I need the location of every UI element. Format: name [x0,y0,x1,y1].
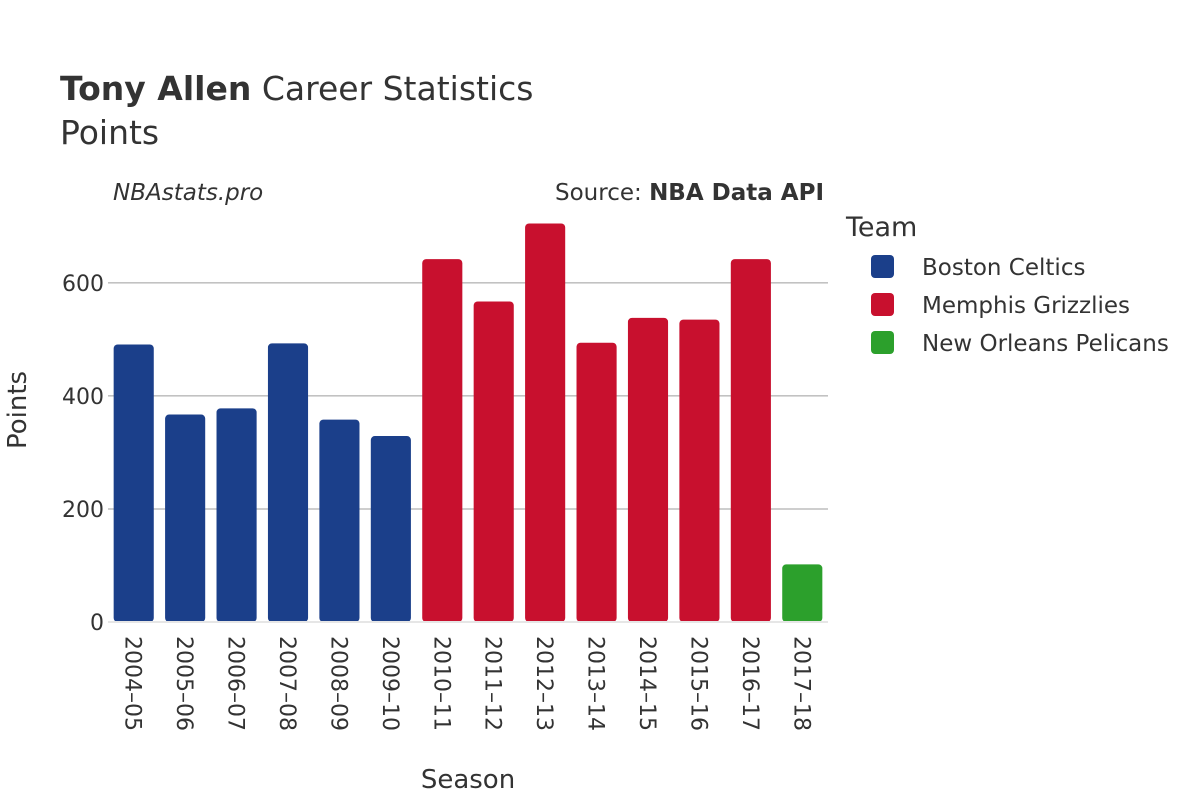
x-tick-label: 2016–17 [737,636,762,731]
bar [525,223,566,622]
chart-title-rest: Career Statistics [251,69,533,108]
legend-swatch [871,331,894,354]
y-tick-label: 0 [90,611,104,636]
bars [113,223,823,622]
x-tick-label: 2014–15 [634,636,659,731]
bar [267,343,309,622]
watermark: NBAstats.pro [113,180,263,206]
y-tick-label: 200 [62,498,104,523]
chart-subtitle: Points [60,113,159,152]
x-tick-label: 2009–10 [377,636,402,731]
x-tick-label: 2008–09 [325,636,350,731]
bar [216,408,257,622]
x-tick-label: 2010–11 [428,636,453,731]
bar [679,319,720,622]
y-axis-ticks: 0 200 400 600 [62,272,104,636]
bar [730,259,771,622]
chart-title-player: Tony Allen [60,69,251,108]
x-axis-title: Season [421,765,515,795]
bar [627,317,669,622]
legend-swatch [871,255,894,278]
legend-swatch [871,293,894,316]
source-name: NBA Data API [649,180,824,206]
x-tick-label: 2004–05 [120,636,145,731]
bar [370,436,411,622]
bar [473,301,514,622]
legend: Boston Celtics Memphis Grizzlies New Orlea… [871,255,1169,357]
y-tick-label: 600 [62,272,104,297]
legend-title: Team [845,212,917,243]
x-tick-label: 2012–13 [531,636,556,731]
x-tick-label: 2005–06 [171,636,196,731]
x-tick-label: 2015–16 [685,636,710,731]
y-tick-label: 400 [62,385,104,410]
bar [422,259,463,622]
x-tick-label: 2017–18 [788,636,813,731]
x-tick-label: 2006–07 [223,636,248,731]
x-axis-ticks: 2004–05 2005–06 2006–07 2007–08 2008–09 2009–… [120,636,814,731]
bar [782,564,823,622]
legend-label: New Orleans Pelicans [922,331,1169,357]
gridlines [108,282,828,510]
source-label: Source: NBA Data API [555,180,824,206]
x-tick-label: 2007–08 [274,636,299,731]
bar [319,419,360,622]
bar [576,342,617,622]
legend-label: Boston Celtics [922,255,1085,281]
x-tick-label: 2013–14 [583,636,608,731]
bar [113,344,154,622]
legend-label: Memphis Grizzlies [922,293,1130,319]
chart-title: Tony Allen Career Statistics [60,69,533,108]
bar [165,414,206,622]
y-axis-title: Points [3,371,33,449]
source-prefix: Source: [555,180,649,206]
x-tick-label: 2011–12 [480,636,505,731]
